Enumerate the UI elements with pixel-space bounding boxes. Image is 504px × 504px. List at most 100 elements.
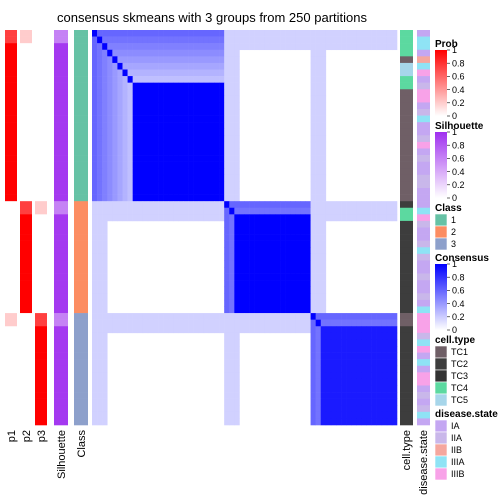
class-cell: [74, 56, 88, 64]
consensus-cell: [102, 253, 108, 261]
consensus-cell: [381, 378, 388, 386]
consensus-cell: [122, 122, 128, 130]
consensus-cell: [168, 155, 174, 162]
disease-state-cell: [417, 411, 430, 419]
consensus-cell: [112, 115, 118, 123]
consensus-cell: [264, 30, 271, 37]
consensus-cell: [310, 115, 316, 123]
consensus-cell: [132, 43, 139, 51]
consensus-cell: [188, 155, 194, 162]
consensus-cell: [336, 378, 342, 386]
consensus-cell: [224, 49, 230, 57]
consensus-cell: [137, 168, 144, 176]
consensus-cell: [300, 293, 306, 301]
consensus-cell: [193, 56, 200, 64]
consensus-cell: [381, 43, 388, 51]
consensus-cell: [305, 43, 311, 51]
consensus-cell: [173, 188, 179, 195]
legend-item-label: TC3: [451, 371, 468, 381]
consensus-cell: [214, 102, 220, 110]
consensus-cell: [219, 56, 225, 64]
cell-type-cell: [400, 168, 413, 176]
consensus-cell: [310, 418, 316, 426]
consensus-cell: [173, 207, 179, 215]
consensus-cell: [147, 30, 154, 37]
consensus-cell: [229, 398, 235, 406]
legend-swatch: [434, 393, 448, 407]
consensus-cell: [188, 201, 194, 209]
consensus-cell: [163, 49, 169, 57]
consensus-cell: [239, 240, 245, 248]
consensus-cell: [137, 174, 144, 182]
left-annotation-tracks: [5, 30, 88, 426]
consensus-cell: [193, 161, 200, 169]
consensus-cell: [132, 95, 139, 103]
consensus-cell: [330, 30, 337, 37]
consensus-cell: [376, 385, 383, 393]
consensus-cell: [97, 194, 103, 202]
consensus-cell: [102, 411, 108, 419]
legend-tick: 0.2: [452, 312, 465, 322]
consensus-cell: [224, 109, 230, 116]
consensus-cell: [290, 293, 296, 301]
consensus-cell: [280, 286, 286, 294]
consensus-cell: [173, 161, 179, 169]
consensus-cell: [376, 319, 383, 327]
prob-cell: [20, 365, 32, 373]
consensus-cell: [97, 273, 103, 281]
prob-cell: [35, 372, 47, 380]
consensus-cell: [163, 89, 169, 97]
consensus-cell: [295, 273, 301, 281]
consensus-cell: [183, 181, 189, 189]
consensus-cell: [224, 115, 230, 123]
consensus-cell: [239, 260, 245, 268]
consensus-cell: [102, 56, 108, 64]
consensus-cell: [341, 378, 347, 386]
consensus-cell: [132, 30, 139, 37]
consensus-cell: [234, 148, 240, 156]
consensus-cell: [214, 188, 220, 195]
consensus-cell: [97, 332, 103, 340]
consensus-cell: [142, 326, 149, 334]
consensus-cell: [102, 326, 108, 334]
consensus-cell: [112, 76, 118, 83]
cell-type-cell: [400, 392, 413, 399]
consensus-cell: [391, 339, 398, 347]
cell-type-cell: [400, 293, 413, 301]
prob-cell: [20, 89, 32, 97]
consensus-cell: [132, 207, 139, 215]
consensus-cell: [229, 418, 235, 426]
consensus-cell: [229, 339, 235, 347]
consensus-cell: [356, 319, 362, 327]
consensus-cell: [229, 267, 235, 274]
prob-cell: [20, 253, 32, 261]
consensus-cell: [163, 30, 169, 37]
consensus-cell: [259, 326, 266, 334]
consensus-cell: [391, 214, 398, 222]
consensus-cell: [219, 141, 225, 149]
consensus-cell: [132, 115, 139, 123]
consensus-cell: [391, 418, 398, 426]
consensus-cell: [376, 214, 383, 222]
consensus-cell: [203, 194, 210, 202]
consensus-cell: [305, 299, 311, 307]
consensus-cell: [305, 293, 311, 301]
consensus-cell: [229, 201, 235, 209]
consensus-cell: [320, 207, 327, 215]
prob-cell: [5, 194, 17, 202]
consensus-cell: [254, 293, 261, 301]
consensus-cell: [224, 306, 230, 314]
consensus-cell: [173, 326, 179, 334]
consensus-cell: [310, 313, 316, 320]
consensus-cell: [137, 115, 144, 123]
consensus-cell: [310, 82, 316, 90]
consensus-cell: [193, 76, 200, 83]
consensus-cell: [300, 299, 306, 307]
consensus-cell: [285, 313, 291, 320]
consensus-cell: [325, 339, 332, 347]
consensus-cell: [371, 207, 377, 215]
consensus-cell: [102, 398, 108, 406]
consensus-cell: [320, 385, 327, 393]
consensus-cell: [305, 253, 311, 261]
consensus-cell: [219, 181, 225, 189]
